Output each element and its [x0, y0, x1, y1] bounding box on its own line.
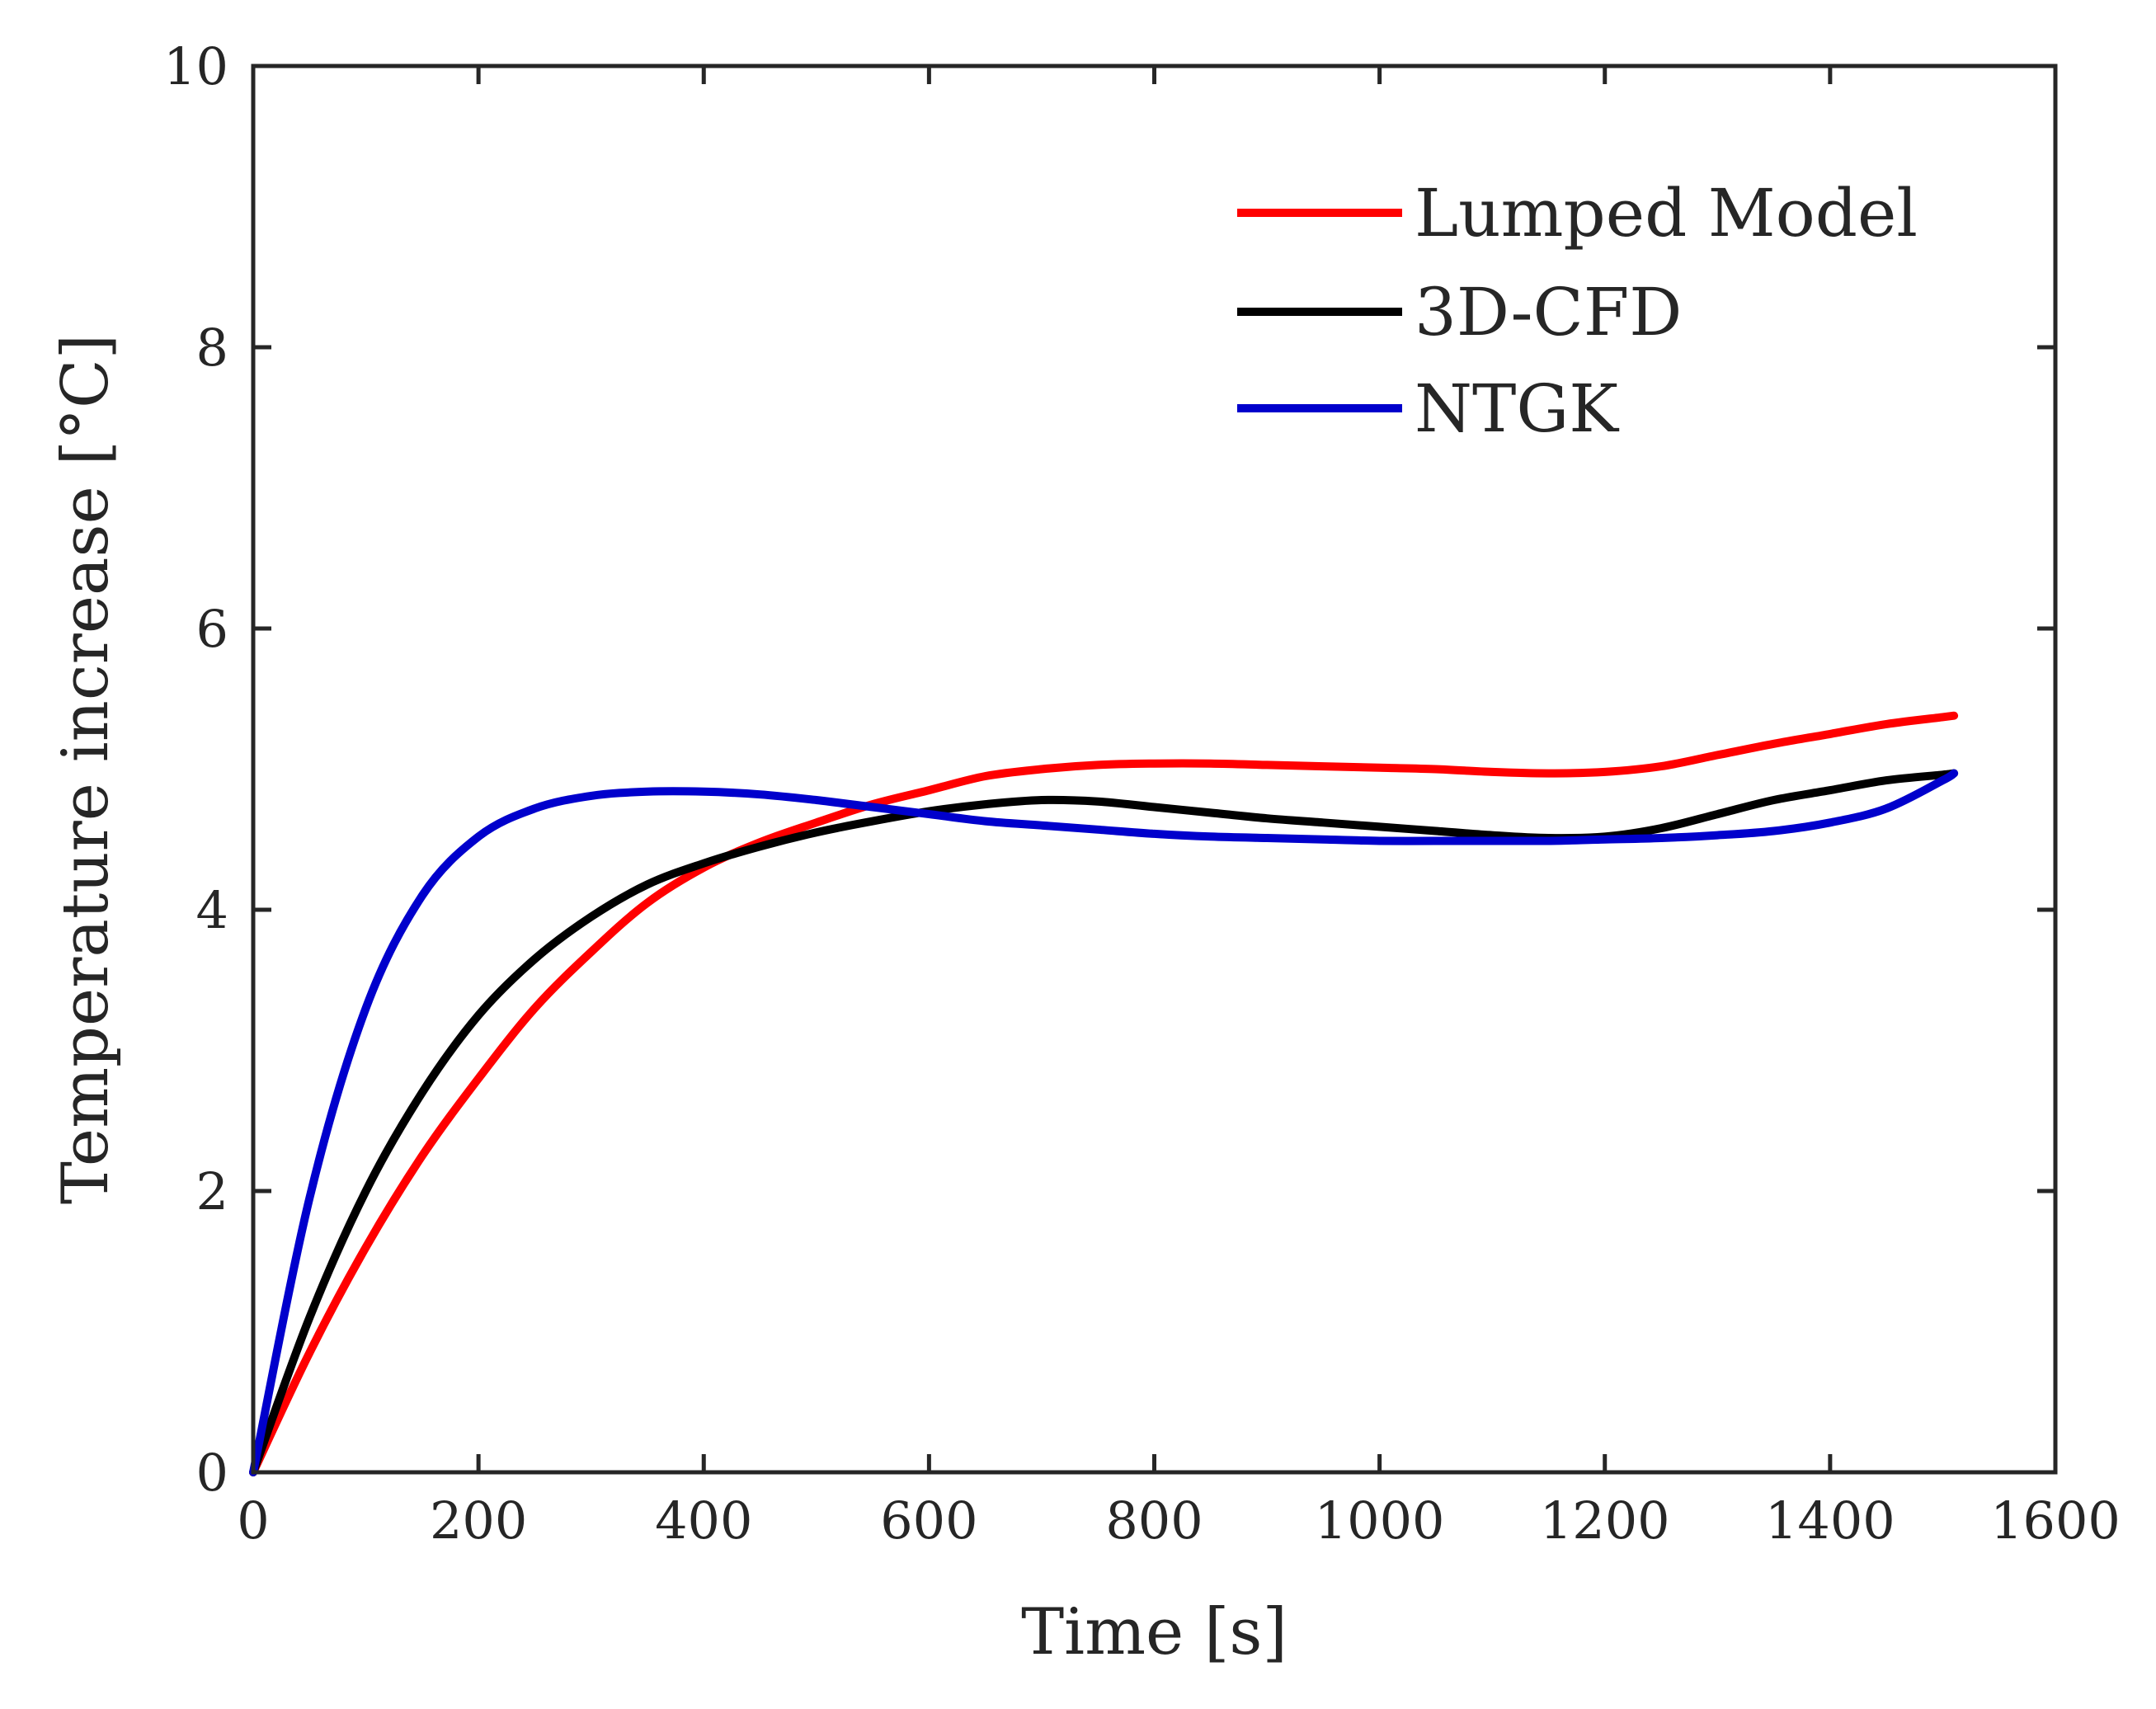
y-tick-label: 2	[196, 1161, 228, 1222]
series-line-ntgk	[249, 769, 1959, 1476]
plot-area-frame	[251, 64, 2058, 1475]
legend: Lumped Model 3D-CFD NTGK	[1237, 175, 1918, 447]
y-tick-label: 4	[196, 880, 228, 940]
legend-label-3d-cfd: 3D-CFD	[1415, 274, 1682, 351]
x-axis-label: Time [s]	[1021, 1595, 1287, 1669]
y-tick-label: 10	[163, 36, 228, 97]
x-tick-label: 600	[880, 1490, 977, 1551]
series-line-3d-cfd	[249, 769, 1959, 1476]
legend-label-lumped-model: Lumped Model	[1415, 175, 1918, 252]
series-layer	[249, 711, 1959, 1476]
y-tick-label: 0	[196, 1443, 228, 1503]
x-tick-label: 1400	[1765, 1490, 1895, 1551]
x-tick-label: 400	[655, 1490, 752, 1551]
x-tick-label: 200	[430, 1490, 527, 1551]
x-tick-label: 1600	[1990, 1490, 2121, 1551]
legend-label-ntgk: NTGK	[1415, 370, 1619, 447]
x-tick-label: 1000	[1315, 1490, 1445, 1551]
tick-labels-layer: 0 200 400 600 800 1000 1200 1400 1600 0 2 4 6 8 10	[163, 36, 2121, 1551]
x-tick-label: 1200	[1540, 1490, 1670, 1551]
y-axis-label: Temperature increase [°C]	[49, 334, 123, 1204]
y-tick-label: 6	[196, 599, 228, 659]
x-tick-label: 0	[237, 1490, 269, 1551]
x-tick-label: 800	[1105, 1490, 1203, 1551]
y-tick-label: 8	[196, 318, 228, 378]
series-line-lumped-model	[249, 711, 1959, 1476]
